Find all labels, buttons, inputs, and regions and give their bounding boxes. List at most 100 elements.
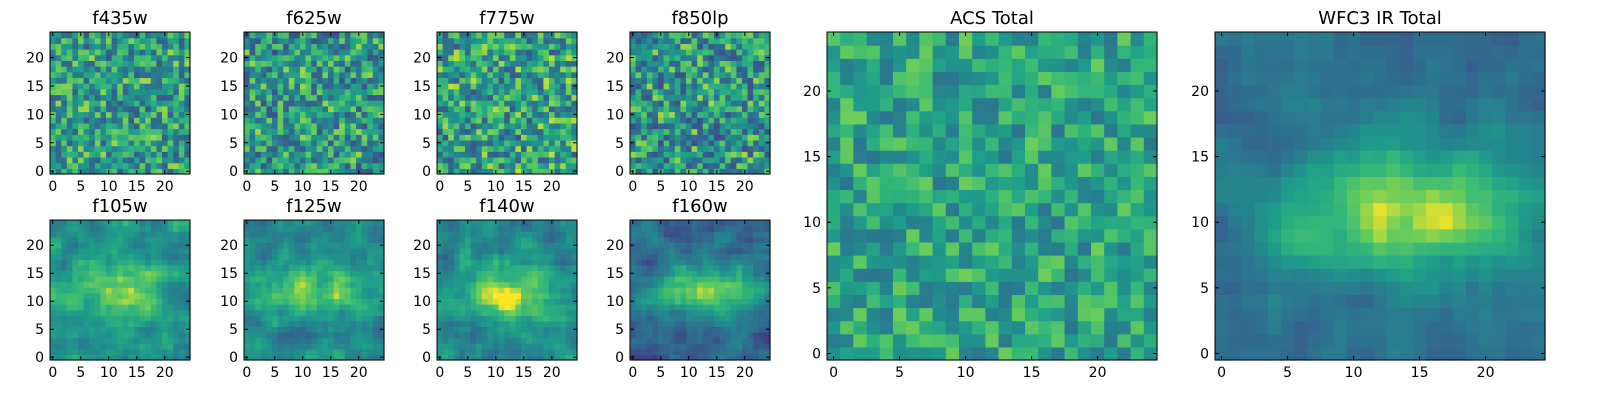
heatmap-cell [526, 94, 533, 101]
heatmap-cell [691, 162, 698, 169]
heatmap-cell [442, 71, 449, 79]
heatmap-cell [560, 134, 567, 141]
heatmap-cell [663, 100, 670, 107]
heatmap-cell [283, 117, 290, 124]
heatmap-cell [277, 43, 284, 50]
heatmap-cell [367, 54, 374, 61]
heatmap-cell [493, 326, 500, 333]
heatmap-cell [509, 309, 516, 316]
heatmap-cell [356, 248, 363, 255]
heatmap-cell [255, 343, 262, 350]
heatmap-cell [646, 43, 653, 50]
heatmap-cell [134, 348, 141, 355]
heatmap-cell [453, 60, 460, 67]
heatmap-cell [476, 105, 483, 113]
heatmap-cell [753, 66, 760, 73]
heatmap-cell [691, 54, 698, 61]
heatmap-cell [272, 231, 279, 238]
heatmap-cell [311, 32, 318, 39]
heatmap-cell [635, 88, 642, 96]
heatmap-cell [100, 225, 107, 232]
heatmap-cell [481, 60, 488, 67]
heatmap-cell [560, 43, 567, 50]
heatmap-cell [565, 326, 572, 333]
heatmap-cell [476, 248, 483, 255]
heatmap-cell [453, 332, 460, 339]
heatmap-cell [669, 332, 676, 339]
heatmap-cell [122, 134, 129, 141]
heatmap-cell [686, 49, 693, 56]
heatmap-cell [55, 32, 62, 39]
heatmap-cell [736, 43, 743, 50]
heatmap-cell [747, 320, 754, 327]
heatmap-cell [277, 348, 284, 355]
heatmap-cell [549, 145, 556, 152]
heatmap-cell [260, 151, 267, 158]
heatmap-cell [283, 105, 290, 113]
heatmap-cell [300, 225, 307, 232]
heatmap-cell [448, 100, 455, 107]
heatmap-cell [150, 253, 157, 260]
heatmap-cell [549, 337, 556, 344]
heatmap-cell [652, 145, 659, 152]
heatmap-cell [498, 49, 505, 56]
heatmap-cell [55, 354, 62, 361]
heatmap-cell [504, 236, 511, 243]
x-tick-label: 0 [48, 179, 57, 195]
heatmap-cell [260, 320, 267, 327]
heatmap-cell [641, 337, 648, 344]
heatmap-cell [139, 100, 146, 107]
heatmap-cell [571, 156, 578, 164]
heatmap-cell [515, 32, 522, 39]
heatmap-cell [139, 320, 146, 327]
heatmap-cell [150, 94, 157, 101]
heatmap-cell [526, 145, 533, 152]
heatmap-cell [730, 320, 737, 327]
heatmap-cell [277, 287, 284, 294]
heatmap-cell [106, 111, 113, 118]
heatmap-cell [736, 276, 743, 283]
heatmap-cell [249, 54, 256, 61]
heatmap-cell [493, 348, 500, 355]
heatmap-cell [178, 145, 185, 152]
heatmap-cell [344, 270, 351, 277]
heatmap-cell [72, 309, 79, 316]
heatmap-cell [758, 348, 765, 355]
heatmap-cell [266, 43, 273, 50]
heatmap-cell [719, 83, 726, 90]
heatmap-cell [521, 43, 528, 50]
heatmap-cell [708, 326, 715, 333]
heatmap-cell [145, 304, 152, 311]
heatmap-cell [476, 111, 483, 118]
heatmap-cell [162, 270, 169, 277]
heatmap-cell [305, 71, 312, 79]
heatmap-cell [560, 139, 567, 147]
heatmap-cell [178, 236, 185, 243]
heatmap-cell [719, 66, 726, 73]
heatmap-cell [630, 151, 637, 158]
heatmap-cell [641, 88, 648, 96]
heatmap-cell [453, 231, 460, 238]
heatmap-cell [702, 88, 709, 96]
heatmap-cell [350, 156, 357, 164]
heatmap-cell [89, 128, 96, 135]
heatmap-cell [184, 117, 191, 124]
heatmap-cell [674, 139, 681, 147]
heatmap-cell [328, 231, 335, 238]
heatmap-cell [89, 259, 96, 266]
heatmap-cell [266, 111, 273, 118]
heatmap-cell [537, 122, 544, 130]
heatmap-cell [178, 309, 185, 316]
heatmap-cell [658, 117, 665, 124]
heatmap-cell [277, 122, 284, 130]
heatmap-cell [498, 60, 505, 67]
heatmap-cell [537, 320, 544, 327]
heatmap-cell [680, 281, 687, 288]
heatmap-cell [150, 348, 157, 355]
heatmap-cell [260, 326, 267, 333]
heatmap-cell [635, 168, 642, 175]
heatmap-cell [260, 71, 267, 79]
heatmap-cell [288, 225, 295, 232]
heatmap-cell [260, 32, 267, 39]
heatmap-cell [111, 168, 118, 175]
